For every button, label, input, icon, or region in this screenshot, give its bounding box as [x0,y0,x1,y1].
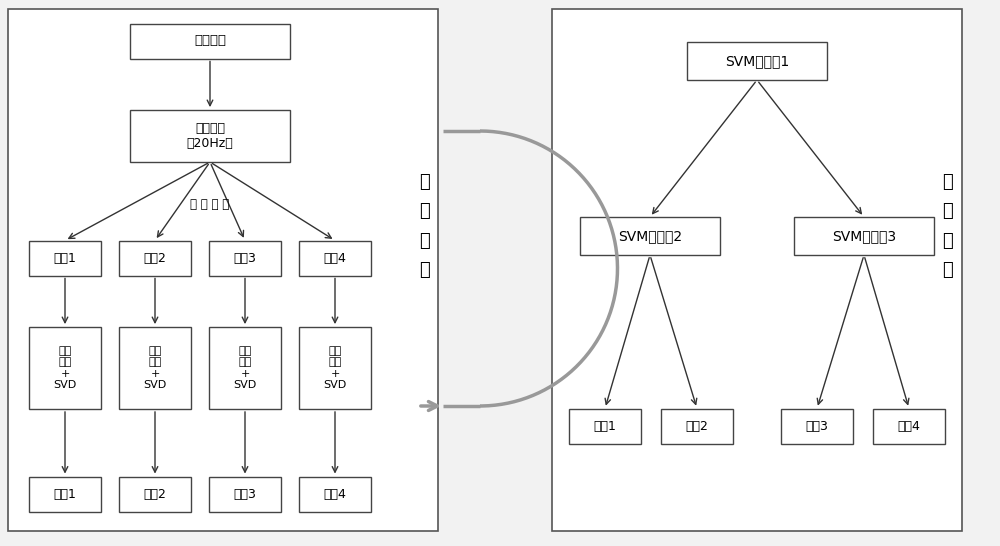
FancyBboxPatch shape [209,240,281,276]
FancyBboxPatch shape [299,240,371,276]
FancyBboxPatch shape [29,327,101,409]
Text: SVM分类器3: SVM分类器3 [832,229,896,243]
Text: 高频滤波
（20Hz）: 高频滤波 （20Hz） [187,122,233,150]
FancyBboxPatch shape [661,408,733,443]
Text: 小波
变换
+
SVD: 小波 变换 + SVD [143,346,167,390]
FancyBboxPatch shape [29,477,101,512]
Text: 动 作 分 段: 动 作 分 段 [190,198,230,211]
Text: 特
征
提
取: 特 征 提 取 [420,173,430,279]
FancyBboxPatch shape [130,23,290,58]
FancyBboxPatch shape [569,408,641,443]
Text: 动作4: 动作4 [898,419,920,432]
FancyBboxPatch shape [29,240,101,276]
FancyBboxPatch shape [299,327,371,409]
Text: SVM分类器1: SVM分类器1 [725,54,789,68]
Text: SVM分类器2: SVM分类器2 [618,229,682,243]
Text: 特征1: 特征1 [54,488,76,501]
Text: 动作2: 动作2 [144,252,166,264]
Text: 特征2: 特征2 [144,488,166,501]
Text: 特征3: 特征3 [234,488,256,501]
Text: 小波
变换
+
SVD: 小波 变换 + SVD [53,346,77,390]
Text: 动作1: 动作1 [594,419,616,432]
Text: 小波
变换
+
SVD: 小波 变换 + SVD [233,346,257,390]
FancyBboxPatch shape [130,110,290,162]
FancyBboxPatch shape [8,9,438,531]
Text: 原始信号: 原始信号 [194,34,226,48]
FancyBboxPatch shape [119,327,191,409]
FancyBboxPatch shape [794,217,934,255]
FancyBboxPatch shape [580,217,720,255]
Text: 特
征
分
类: 特 征 分 类 [942,173,952,279]
Text: 动作1: 动作1 [54,252,76,264]
FancyBboxPatch shape [687,42,827,80]
FancyBboxPatch shape [119,240,191,276]
FancyBboxPatch shape [299,477,371,512]
FancyBboxPatch shape [873,408,945,443]
FancyBboxPatch shape [209,327,281,409]
Text: 小波
变换
+
SVD: 小波 变换 + SVD [323,346,347,390]
FancyBboxPatch shape [119,477,191,512]
FancyBboxPatch shape [552,9,962,531]
Text: 特征4: 特征4 [324,488,346,501]
Text: 动作2: 动作2 [686,419,708,432]
FancyBboxPatch shape [209,477,281,512]
Text: 动作4: 动作4 [324,252,346,264]
Text: 动作3: 动作3 [806,419,828,432]
FancyBboxPatch shape [781,408,853,443]
Text: 动作3: 动作3 [234,252,256,264]
